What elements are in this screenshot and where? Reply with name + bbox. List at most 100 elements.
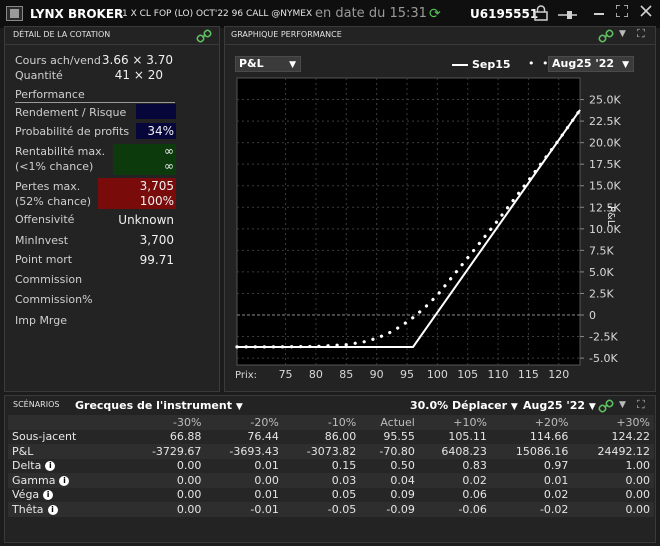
x-tick-label: 95 <box>400 368 414 381</box>
column-header: +30% <box>572 415 654 430</box>
plot-area <box>236 77 581 366</box>
column-header: Actuel <box>360 415 419 430</box>
series-line-aug25 <box>235 108 582 349</box>
table-cell: 0.15 <box>282 458 361 473</box>
row-label: Thêta i <box>8 502 128 517</box>
chevron-down-icon: ▼ <box>622 60 629 70</box>
table-cell: 66.88 <box>128 429 206 444</box>
table-cell: 86.00 <box>282 429 361 444</box>
table-cell: 0.00 <box>128 502 206 517</box>
x-tick-label: 80 <box>309 368 323 381</box>
table-cell: 0.01 <box>205 487 283 502</box>
table-cell: -3729.67 <box>128 444 206 459</box>
chart-link-icon[interactable] <box>598 28 614 47</box>
scenarios-link-icon[interactable] <box>598 398 614 417</box>
greeks-dropdown[interactable]: Grecques de l'instrument ▼ <box>75 399 243 412</box>
quantity-label: Quantité <box>15 69 63 82</box>
chevron-down-icon: ▼ <box>235 402 243 412</box>
max-loss-chance-label: (52% chance) <box>15 195 92 208</box>
close-icon[interactable] <box>640 5 652 21</box>
minimize-icon[interactable] <box>594 13 604 15</box>
max-loss-chance-value: 100% <box>139 194 174 208</box>
bid-ask-label: Cours ach/vend <box>15 54 101 67</box>
maximize-icon[interactable] <box>615 4 629 21</box>
y-tick-label: -5.0K <box>589 352 618 365</box>
scenario-date-dropdown[interactable]: Aug25 '22 ▼ <box>548 56 634 72</box>
table-cell: 0.04 <box>360 473 419 488</box>
x-tick-label: 115 <box>518 368 539 381</box>
info-icon[interactable]: i <box>59 475 70 486</box>
series-line-sep15 <box>237 109 581 348</box>
table-cell: 0.03 <box>282 473 361 488</box>
pnl-chart[interactable]: 75 80 85 90 95 100 105 110 115 120 Prix: 25.0K 22.5K… <box>225 70 655 390</box>
shift-dropdown[interactable]: 30.0% Déplacer ▼ <box>410 399 518 412</box>
table-cell: 0.02 <box>418 473 491 488</box>
profit-probability-value: 34% <box>147 124 174 138</box>
link-icon[interactable] <box>196 28 212 47</box>
max-profit-box <box>113 144 176 175</box>
chart-menu-chevron-icon[interactable]: ▼ <box>619 29 626 39</box>
row-label: Gamma i <box>8 473 128 488</box>
lock-icon[interactable] <box>534 5 548 25</box>
account-id: U6195551 <box>470 7 539 21</box>
info-icon[interactable]: i <box>45 461 56 472</box>
y-tick-label: 25.0K <box>589 94 621 107</box>
y-tick-label: 12.5K <box>589 201 621 214</box>
profit-probability-label: Probabilité de profits <box>15 125 130 138</box>
max-profit-label: Rentabilité max. <box>15 145 106 158</box>
table-cell: -3073.82 <box>282 444 361 459</box>
legend-dotted-swatch: • • <box>528 57 551 70</box>
table-cell: -0.01 <box>205 502 283 517</box>
column-header: -20% <box>205 415 283 430</box>
quantity-value: 41 × 20 <box>114 68 163 82</box>
x-tick-label: 75 <box>279 368 293 381</box>
chart-expand-icon[interactable]: ⛶ <box>637 27 645 40</box>
chevron-down-icon: ▼ <box>289 60 296 70</box>
table-row: Delta i 0.00 0.01 0.15 0.50 0.83 0.97 1.00 <box>8 458 654 473</box>
y-tick-label: 5.0K <box>589 266 614 279</box>
max-loss-box <box>98 178 176 209</box>
table-cell: -0.06 <box>418 502 491 517</box>
info-icon[interactable]: i <box>47 504 58 515</box>
table-cell: 0.00 <box>572 487 654 502</box>
x-axis-prefix: Prix: <box>235 370 257 381</box>
metric-dropdown[interactable]: P&L ▼ <box>235 56 301 72</box>
scenario-date-select[interactable]: Aug25 '22 ▼ <box>523 399 596 412</box>
return-risk-value-box <box>136 104 176 119</box>
table-cell: -3693.43 <box>205 444 283 459</box>
legend-solid-label: Sep15 <box>472 58 511 71</box>
table-cell: 0.06 <box>418 487 491 502</box>
refresh-icon[interactable]: ⟳ <box>429 6 441 22</box>
column-header <box>8 415 128 430</box>
table-row: Gamma i 0.00 0.00 0.03 0.04 0.02 0.01 0.00 <box>8 473 654 488</box>
y-tick-label: 0 <box>589 309 596 322</box>
commission-label: Commission <box>15 273 83 286</box>
title-bar: LYNX BROKER 1 X CL FOP (LO) OCT'22 96 CA… <box>0 0 660 28</box>
column-header: +20% <box>490 415 573 430</box>
y-tick-label: 7.5K <box>589 244 614 257</box>
breakeven-value: 99.71 <box>139 253 174 267</box>
scenarios-expand-icon[interactable]: ⛶ <box>637 398 645 411</box>
pin-icon[interactable] <box>558 8 578 24</box>
y-tick-label: 20.0K <box>589 137 621 150</box>
row-label: P&L <box>8 444 128 459</box>
margin-impact-label: Imp Mrge <box>15 314 68 327</box>
table-row: Thêta i 0.00 -0.01 -0.05 -0.09 -0.06 -0.02 0.00 <box>8 502 654 517</box>
scenarios-menu-chevron-icon[interactable]: ▼ <box>619 400 626 410</box>
info-icon[interactable]: i <box>43 490 54 501</box>
table-cell: -0.05 <box>282 502 361 517</box>
row-label: Delta i <box>8 458 128 473</box>
x-tick-label: 105 <box>457 368 478 381</box>
performance-chart-header: GRAPHIQUE PERFORMANCE <box>231 30 342 39</box>
y-tick-label: 10.0K <box>589 223 621 236</box>
y-tick-label: 22.5K <box>589 115 621 128</box>
max-loss-label: Pertes max. <box>15 180 81 193</box>
table-row: Véga i 0.00 0.01 0.05 0.09 0.06 0.02 0.00 <box>8 487 654 502</box>
table-cell: 114.66 <box>490 429 573 444</box>
offensiveness-label: Offensivité <box>15 213 75 226</box>
table-cell: 1.00 <box>572 458 654 473</box>
y-tick-label: 17.5K <box>589 158 621 171</box>
min-invest-value: 3,700 <box>139 233 174 247</box>
table-cell: -0.02 <box>490 502 573 517</box>
table-cell: 0.83 <box>418 458 491 473</box>
